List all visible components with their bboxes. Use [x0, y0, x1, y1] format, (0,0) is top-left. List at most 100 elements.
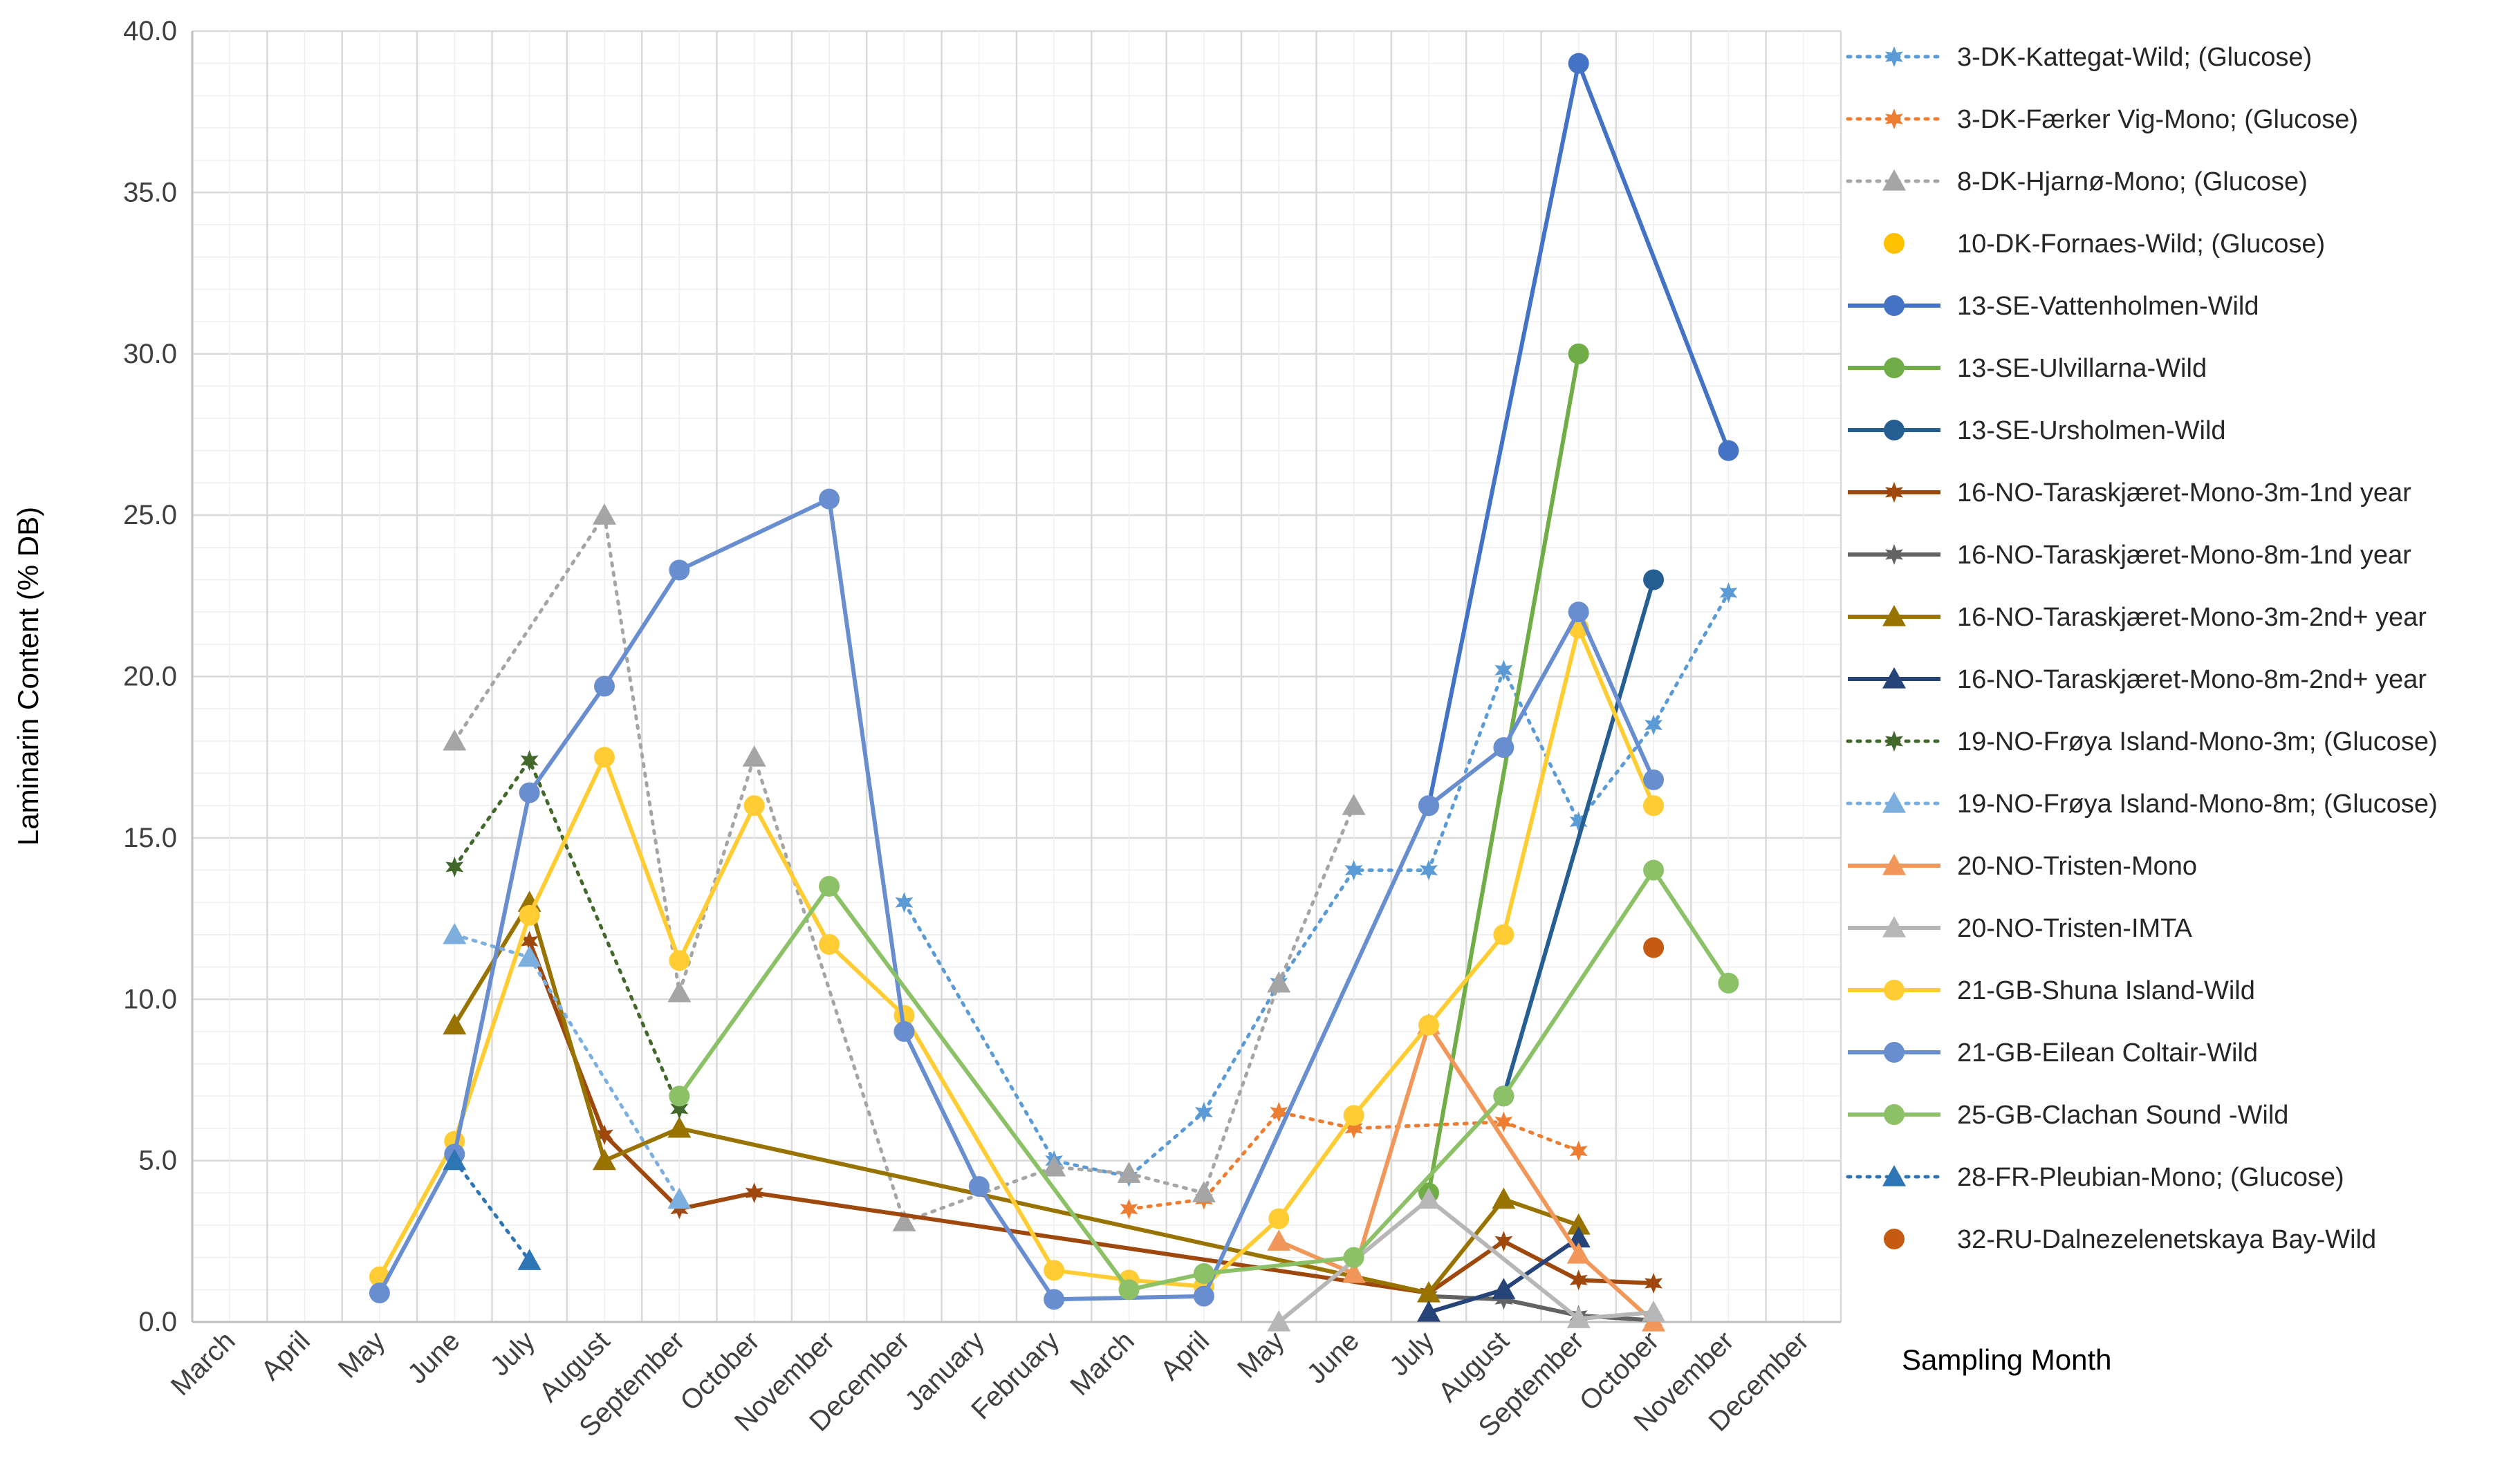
data-point [1344, 859, 1363, 881]
data-point [1884, 1042, 1905, 1063]
data-point [1882, 667, 1906, 689]
legend-item: 28-FR-Pleubian-Mono; (Glucose) [1846, 1163, 2344, 1192]
data-point [670, 1198, 689, 1220]
series-18 [443, 1148, 541, 1270]
data-point [1493, 1086, 1514, 1107]
legend-item: 13-SE-Ulvillarna-Wild [1848, 354, 2207, 383]
data-point [1643, 795, 1665, 817]
legend-item: 21-GB-Shuna Island-Wild [1848, 976, 2255, 1005]
series-line [677, 868, 1730, 1292]
data-point [1882, 169, 1906, 191]
data-point [519, 782, 540, 803]
data-point [1569, 811, 1588, 832]
legend-label: 28-FR-Pleubian-Mono; (Glucose) [1957, 1163, 2344, 1192]
data-point [1267, 1229, 1291, 1251]
x-tick-label: June [402, 1325, 465, 1389]
data-point [519, 904, 540, 926]
data-point [1885, 482, 1903, 503]
series-9 [443, 891, 1591, 1303]
data-point [1643, 569, 1665, 590]
legend-label: 25-GB-Clachan Sound -Wild [1957, 1101, 2288, 1130]
data-point [594, 676, 615, 697]
data-point [369, 1282, 390, 1303]
data-point [595, 1124, 613, 1146]
data-point [1417, 1187, 1440, 1209]
data-point [1044, 1260, 1065, 1281]
data-point [1118, 1279, 1140, 1301]
x-axis-title: Sampling Month [1902, 1343, 2112, 1376]
series-line [1428, 1294, 1654, 1323]
data-point [1882, 1165, 1906, 1186]
data-point [1885, 109, 1903, 129]
data-point [669, 559, 690, 581]
x-tick-label: June [1301, 1325, 1365, 1389]
data-point [1267, 971, 1291, 993]
series-19 [1643, 937, 1665, 958]
data-point [1492, 1278, 1516, 1299]
legend-item: 20-NO-Tristen-Mono [1848, 852, 2197, 881]
data-point [1492, 1187, 1516, 1209]
data-point [1885, 731, 1903, 752]
x-tick-label: July [485, 1325, 541, 1381]
legend-label: 13-SE-Ursholmen-Wild [1957, 416, 2226, 445]
legend-label: 13-SE-Ulvillarna-Wild [1957, 354, 2207, 383]
y-tick-label: 40.0 [123, 16, 177, 46]
data-point [1884, 1104, 1905, 1125]
data-point [1566, 1213, 1591, 1235]
data-point [520, 931, 539, 952]
data-point [895, 892, 914, 913]
legend-label: 3-DK-Færker Vig-Mono; (Glucose) [1957, 105, 2358, 134]
x-tick-label: May [333, 1325, 391, 1384]
data-point [667, 980, 692, 1003]
y-tick-label: 10.0 [123, 984, 177, 1014]
data-point [1882, 792, 1906, 813]
data-point [1885, 46, 1903, 67]
data-point [669, 950, 690, 971]
series-line [452, 1159, 532, 1263]
x-tick-label: May [1232, 1325, 1290, 1384]
y-tick-label: 0.0 [138, 1307, 177, 1337]
data-point [593, 503, 616, 525]
data-point [594, 747, 615, 768]
data-point [517, 1249, 541, 1270]
legend-item: 25-GB-Clachan Sound -Wild [1848, 1101, 2288, 1130]
data-point [443, 1013, 467, 1035]
legend-item: 16-NO-Taraskjæret-Mono-8m-1nd year [1848, 541, 2411, 570]
legend-item: 16-NO-Taraskjæret-Mono-3m-1nd year [1848, 478, 2411, 507]
legend-label: 16-NO-Taraskjæret-Mono-3m-2nd+ year [1957, 603, 2427, 632]
legend-item: 16-NO-Taraskjæret-Mono-3m-2nd+ year [1848, 603, 2427, 632]
x-tick-label: March [1064, 1325, 1140, 1401]
legend-label: 10-DK-Fornaes-Wild; (Glucose) [1957, 230, 2325, 259]
y-tick-label: 15.0 [123, 823, 177, 853]
data-point [1420, 859, 1438, 881]
data-point [1268, 1208, 1290, 1229]
data-point [1343, 1105, 1364, 1126]
legend-label: 16-NO-Taraskjæret-Mono-8m-1nd year [1957, 541, 2411, 570]
data-point [1884, 357, 1905, 378]
data-point [893, 1021, 915, 1042]
data-point [1568, 602, 1589, 623]
legend-item: 3-DK-Færker Vig-Mono; (Glucose) [1846, 105, 2358, 134]
legend-item: 16-NO-Taraskjæret-Mono-8m-2nd+ year [1848, 665, 2427, 694]
y-tick-label: 20.0 [123, 662, 177, 692]
data-point [742, 745, 766, 767]
y-tick-label: 30.0 [123, 339, 177, 369]
data-point [443, 922, 467, 944]
data-point [819, 488, 840, 510]
data-point [1494, 1289, 1513, 1310]
data-point [1418, 1014, 1439, 1036]
series-line [378, 496, 1656, 1302]
data-point [1120, 1198, 1138, 1220]
legend-item: 20-NO-Tristen-IMTA [1848, 914, 2193, 943]
data-point [517, 945, 541, 967]
data-point [1882, 916, 1906, 938]
series-12 [443, 922, 692, 1209]
data-point [743, 795, 765, 817]
data-point [1568, 53, 1589, 74]
data-point [1044, 1289, 1065, 1310]
legend-item: 8-DK-Hjarnø-Mono; (Glucose) [1846, 167, 2308, 196]
y-axis-title: Laminarin Content (% DB) [12, 507, 44, 846]
series [369, 53, 1739, 1332]
legend-label: 16-NO-Taraskjæret-Mono-8m-2nd+ year [1957, 665, 2427, 694]
data-point [670, 1098, 689, 1119]
